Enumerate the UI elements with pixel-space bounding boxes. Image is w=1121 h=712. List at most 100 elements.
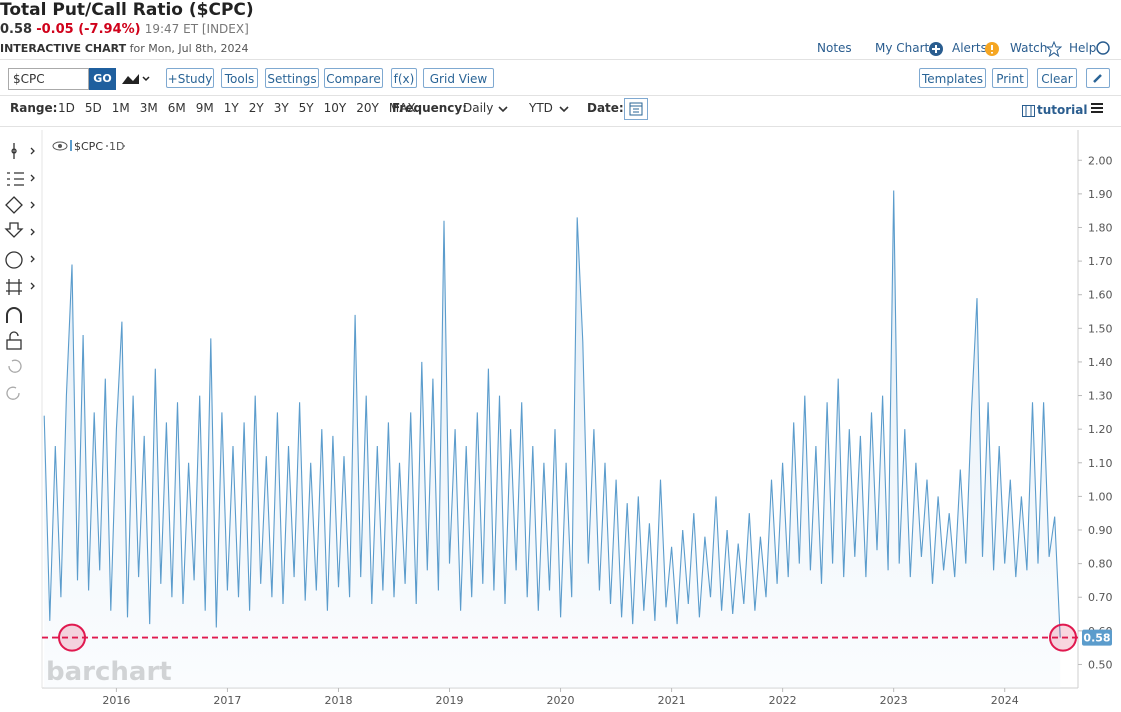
reference-marker	[58, 623, 86, 652]
y-tick-label: 1.80	[1088, 221, 1113, 234]
watch-link[interactable]: Watch	[1010, 41, 1048, 55]
range-button[interactable]: 5Y	[298, 101, 314, 115]
tool-icon[interactable]	[5, 196, 23, 214]
separator	[0, 59, 1121, 60]
range-button[interactable]: 10Y	[323, 101, 347, 115]
y-tick-label: 1.90	[1088, 188, 1113, 201]
chart: 0.500.600.700.800.901.001.101.201.301.40…	[41, 130, 1113, 707]
y-tick-label: 1.20	[1088, 423, 1113, 436]
lock-icon[interactable]	[6, 339, 22, 350]
range-button[interactable]: 1M	[111, 101, 130, 115]
y-tick-label: 0.90	[1088, 524, 1113, 537]
separator	[0, 126, 1121, 127]
y-tick-label: 1.70	[1088, 255, 1113, 268]
last-price: 0.58	[0, 22, 33, 37]
range-button[interactable]: MAX	[388, 101, 416, 115]
legend-label: $CPC	[74, 140, 103, 153]
frequency-label: Frequency:	[392, 101, 468, 115]
my-charts-link[interactable]: My Charts	[875, 41, 936, 55]
date-label: Date:	[587, 101, 624, 115]
tool-icon[interactable]	[4, 222, 24, 238]
page-title: Total Put/Call Ratio ($CPC)	[0, 0, 254, 20]
print-button[interactable]: Print	[992, 68, 1028, 88]
chevrons	[30, 147, 35, 290]
alert-icon	[985, 42, 999, 56]
templates-button[interactable]: Templates	[919, 68, 986, 88]
x-tick-label: 2022	[769, 694, 797, 707]
chevron	[559, 106, 569, 113]
study-button[interactable]: +Study	[166, 68, 214, 88]
settings-button[interactable]: Settings	[265, 68, 319, 88]
clear-button[interactable]: Clear	[1037, 68, 1077, 88]
x-tick-label: 2024	[991, 694, 1019, 707]
grid-view-button[interactable]: Grid View	[423, 68, 494, 88]
range-button[interactable]: 5D	[84, 101, 102, 115]
quote: 0.58 -0.05 (-7.94%) 19:47 ET [INDEX]	[0, 22, 249, 37]
symbol-input[interactable]: $CPC	[8, 68, 89, 90]
magnet-icon[interactable]	[6, 307, 22, 323]
tool-icon[interactable]	[7, 172, 24, 186]
x-tick-label: 2019	[436, 694, 464, 707]
alerts-link[interactable]: Alerts	[952, 41, 987, 55]
reference-marker	[1049, 623, 1077, 652]
lock-icon[interactable]	[9, 331, 19, 340]
range-button[interactable]: 20Y	[356, 101, 379, 115]
range-button[interactable]: 2Y	[248, 101, 264, 115]
range-button[interactable]: 6M	[167, 101, 186, 115]
legend-dot	[123, 145, 125, 147]
price-tag-label: 0.58	[1083, 632, 1110, 645]
help-icon	[1096, 41, 1110, 55]
menu-icon[interactable]	[1090, 102, 1104, 114]
range-button[interactable]: 1D	[58, 101, 75, 115]
chevron	[498, 106, 508, 113]
tool-icon[interactable]	[11, 143, 17, 159]
calendar-button[interactable]	[624, 98, 648, 120]
compare-button[interactable]: Compare	[324, 68, 383, 88]
tools-button[interactable]: Tools	[221, 68, 258, 88]
area	[44, 190, 1061, 688]
period-select[interactable]: YTD	[529, 101, 553, 115]
y-tick-label: 2.00	[1088, 154, 1113, 167]
x-tick-label: 2016	[102, 694, 130, 707]
price-tag	[1082, 629, 1112, 646]
go-button[interactable]: GO	[89, 68, 116, 90]
y-tick-label: 1.50	[1088, 322, 1113, 335]
plus-icon	[929, 42, 943, 56]
tutorial-link[interactable]: tutorial	[1037, 103, 1088, 117]
drawing-tools	[4, 143, 35, 400]
range-button[interactable]: 3M	[139, 101, 158, 115]
draw-button[interactable]	[1086, 68, 1110, 88]
legend-interval: 1D	[109, 140, 124, 153]
star-icon	[1046, 41, 1062, 57]
tool-icon[interactable]	[6, 279, 22, 295]
pencil-icon	[1093, 74, 1102, 83]
frequency-select[interactable]: Daily	[463, 101, 494, 115]
y-tick-label: 1.10	[1088, 457, 1113, 470]
y-tick-label: 1.30	[1088, 390, 1113, 403]
notes-link[interactable]: Notes	[817, 41, 852, 55]
legend-dot	[106, 145, 108, 147]
quote-time: 19:47 ET [INDEX]	[144, 22, 249, 36]
fx-button[interactable]: f(x)	[391, 68, 417, 88]
x-tick-label: 2023	[880, 694, 908, 707]
y-tick-label: 0.70	[1088, 591, 1113, 604]
redo-icon[interactable]	[6, 386, 20, 400]
x-tick-label: 2021	[658, 694, 686, 707]
y-tick-label: 1.40	[1088, 356, 1113, 369]
undo-icon[interactable]	[8, 359, 22, 373]
tool-icon[interactable]	[5, 251, 23, 269]
tutorial-icon	[1022, 105, 1035, 117]
legend-swatch	[70, 140, 72, 151]
chart-type-icon[interactable]	[121, 71, 151, 87]
range-buttons: 1D 5D 1M 3M 6M 9M 1Y 2Y 3Y 5Y 10Y 20Y MAX	[58, 101, 426, 115]
eye-icon	[52, 141, 68, 151]
range-button[interactable]: 1Y	[223, 101, 239, 115]
range-button[interactable]: 3Y	[273, 101, 289, 115]
help-link[interactable]: Help	[1069, 41, 1097, 55]
y-tick-label: 0.80	[1088, 558, 1113, 571]
x-tick-label: 2020	[547, 694, 575, 707]
range-button[interactable]: 9M	[195, 101, 214, 115]
y-tick-label: 1.60	[1088, 289, 1113, 302]
chart-date: INTERACTIVE CHART for Mon, Jul 8th, 2024	[0, 42, 248, 55]
